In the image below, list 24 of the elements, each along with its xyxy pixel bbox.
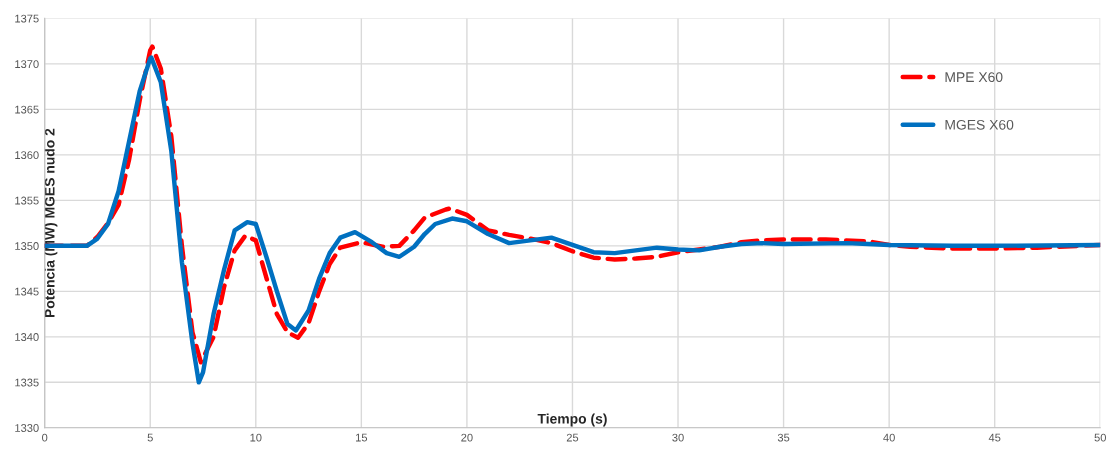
- x-tick-label: 20: [461, 433, 473, 442]
- x-axis-title: Tiempo (s): [537, 413, 607, 427]
- x-tick-label: 35: [777, 433, 790, 442]
- x-tick-label: 10: [250, 433, 262, 442]
- y-tick-label: 1375: [15, 14, 39, 23]
- legend-label: MPE X60: [945, 72, 1003, 83]
- x-tick-label: 15: [356, 433, 368, 442]
- x-tick-label: 0: [42, 433, 48, 442]
- x-tick-label: 50: [1094, 433, 1106, 442]
- y-tick-label: 1350: [15, 242, 39, 250]
- legend-label: MGES X60: [945, 119, 1014, 130]
- x-tick-label: 45: [988, 433, 1001, 442]
- y-tick-label: 1365: [15, 105, 39, 114]
- y-tick-label: 1355: [15, 196, 39, 205]
- x-tick-label: 5: [147, 433, 153, 442]
- x-tick-label: 25: [566, 433, 579, 442]
- y-tick-label: 1335: [15, 378, 39, 387]
- x-tick-label: 30: [672, 433, 684, 442]
- y-tick-label: 1345: [15, 287, 39, 296]
- y-tick-label: 1360: [15, 151, 39, 159]
- y-tick-label: 1330: [15, 424, 39, 432]
- y-tick-label: 1340: [15, 333, 39, 341]
- y-tick-label: 1370: [15, 60, 39, 69]
- x-tick-label: 40: [883, 433, 895, 442]
